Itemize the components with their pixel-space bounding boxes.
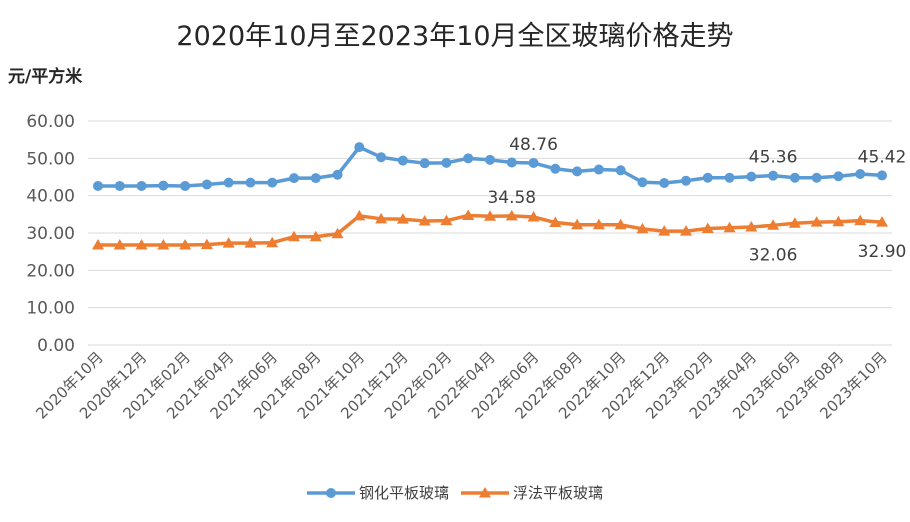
chart-legend: 钢化平板玻璃 浮法平板玻璃 (0, 482, 910, 506)
data-point (332, 169, 343, 180)
data-point (200, 238, 213, 250)
data-point (180, 180, 191, 191)
y-axis-unit-label: 元/平方米 (8, 67, 83, 87)
data-point (310, 173, 321, 184)
data-point (527, 210, 540, 222)
data-point (811, 172, 822, 183)
line-chart-plot: 60.0050.0040.0030.0020.0010.000.002020年1… (26, 112, 907, 423)
data-point (375, 212, 388, 224)
data-point (832, 215, 845, 227)
y-tick-label: 30.00 (26, 224, 75, 244)
data-point (484, 210, 496, 221)
data-point (746, 171, 757, 182)
data-point (833, 171, 844, 182)
y-tick-label: 50.00 (26, 149, 75, 169)
data-point (854, 214, 867, 226)
y-tick-label: 10.00 (26, 299, 75, 319)
legend-swatch (306, 487, 355, 498)
data-point (745, 221, 758, 232)
data-point (592, 218, 605, 230)
y-tick-label: 20.00 (26, 261, 75, 281)
data-point (93, 180, 103, 191)
data-label: 45.36 (749, 148, 798, 168)
data-point (440, 214, 453, 226)
data-point (288, 230, 300, 242)
data-point (572, 166, 583, 177)
data-point (441, 157, 452, 168)
data-point (680, 225, 692, 236)
data-point (201, 179, 212, 190)
data-point (376, 152, 387, 163)
data-point (245, 177, 256, 188)
data-point (549, 216, 562, 228)
data-point (767, 219, 780, 230)
data-point (135, 238, 148, 250)
data-label: 48.76 (509, 135, 558, 155)
data-point (418, 215, 431, 226)
data-point (702, 172, 713, 183)
data-point (505, 209, 518, 221)
data-point (506, 157, 517, 168)
data-point (222, 237, 235, 248)
data-point (528, 157, 539, 168)
data-point (223, 177, 234, 188)
data-label: 32.90 (858, 242, 907, 262)
data-point (636, 222, 649, 234)
data-point (614, 218, 627, 230)
data-point (810, 216, 823, 227)
chart-title: 2020年10月至2023年10月全区玻璃价格走势 (176, 21, 734, 52)
data-point (855, 169, 866, 180)
data-point (158, 180, 169, 191)
data-point (637, 177, 648, 188)
legend-item: 浮法平板玻璃 (461, 482, 603, 503)
data-point (724, 172, 735, 183)
data-point (419, 158, 430, 169)
data-point (397, 155, 408, 166)
data-point (571, 218, 584, 230)
y-tick-label: 40.00 (26, 187, 75, 207)
data-point (789, 172, 800, 183)
y-tick-label: 0.00 (37, 336, 75, 356)
data-point (136, 180, 147, 191)
data-point (701, 222, 714, 234)
legend-label: 钢化平板玻璃 (358, 484, 449, 502)
data-point (309, 230, 322, 242)
data-point (92, 238, 104, 250)
data-point (615, 165, 626, 176)
y-tick-label: 60.00 (26, 112, 75, 132)
data-label: 45.42 (858, 147, 907, 167)
legend-item: 钢化平板玻璃 (306, 482, 449, 503)
data-point (768, 170, 779, 181)
data-point (244, 237, 257, 248)
data-point (266, 236, 279, 248)
data-point (157, 238, 170, 250)
data-point (179, 238, 192, 250)
data-point (877, 170, 887, 181)
legend-label: 浮法平板玻璃 (513, 484, 604, 502)
data-point (396, 213, 409, 224)
data-label: 34.58 (487, 188, 536, 208)
data-point (876, 216, 888, 227)
data-point (788, 217, 801, 228)
data-point (353, 209, 366, 221)
data-point (463, 153, 474, 164)
data-point (485, 154, 495, 165)
data-point (113, 238, 126, 250)
data-point (354, 142, 365, 153)
data-point (289, 173, 299, 184)
data-point (658, 225, 671, 236)
data-point (593, 164, 604, 175)
data-point (723, 221, 736, 233)
data-point (114, 180, 125, 191)
data-point (267, 177, 278, 188)
data-point (550, 163, 561, 174)
data-point (659, 177, 670, 188)
data-point (681, 175, 691, 186)
data-point (462, 209, 475, 220)
data-label: 32.06 (749, 245, 798, 265)
data-point (331, 227, 344, 239)
legend-swatch (461, 486, 509, 497)
